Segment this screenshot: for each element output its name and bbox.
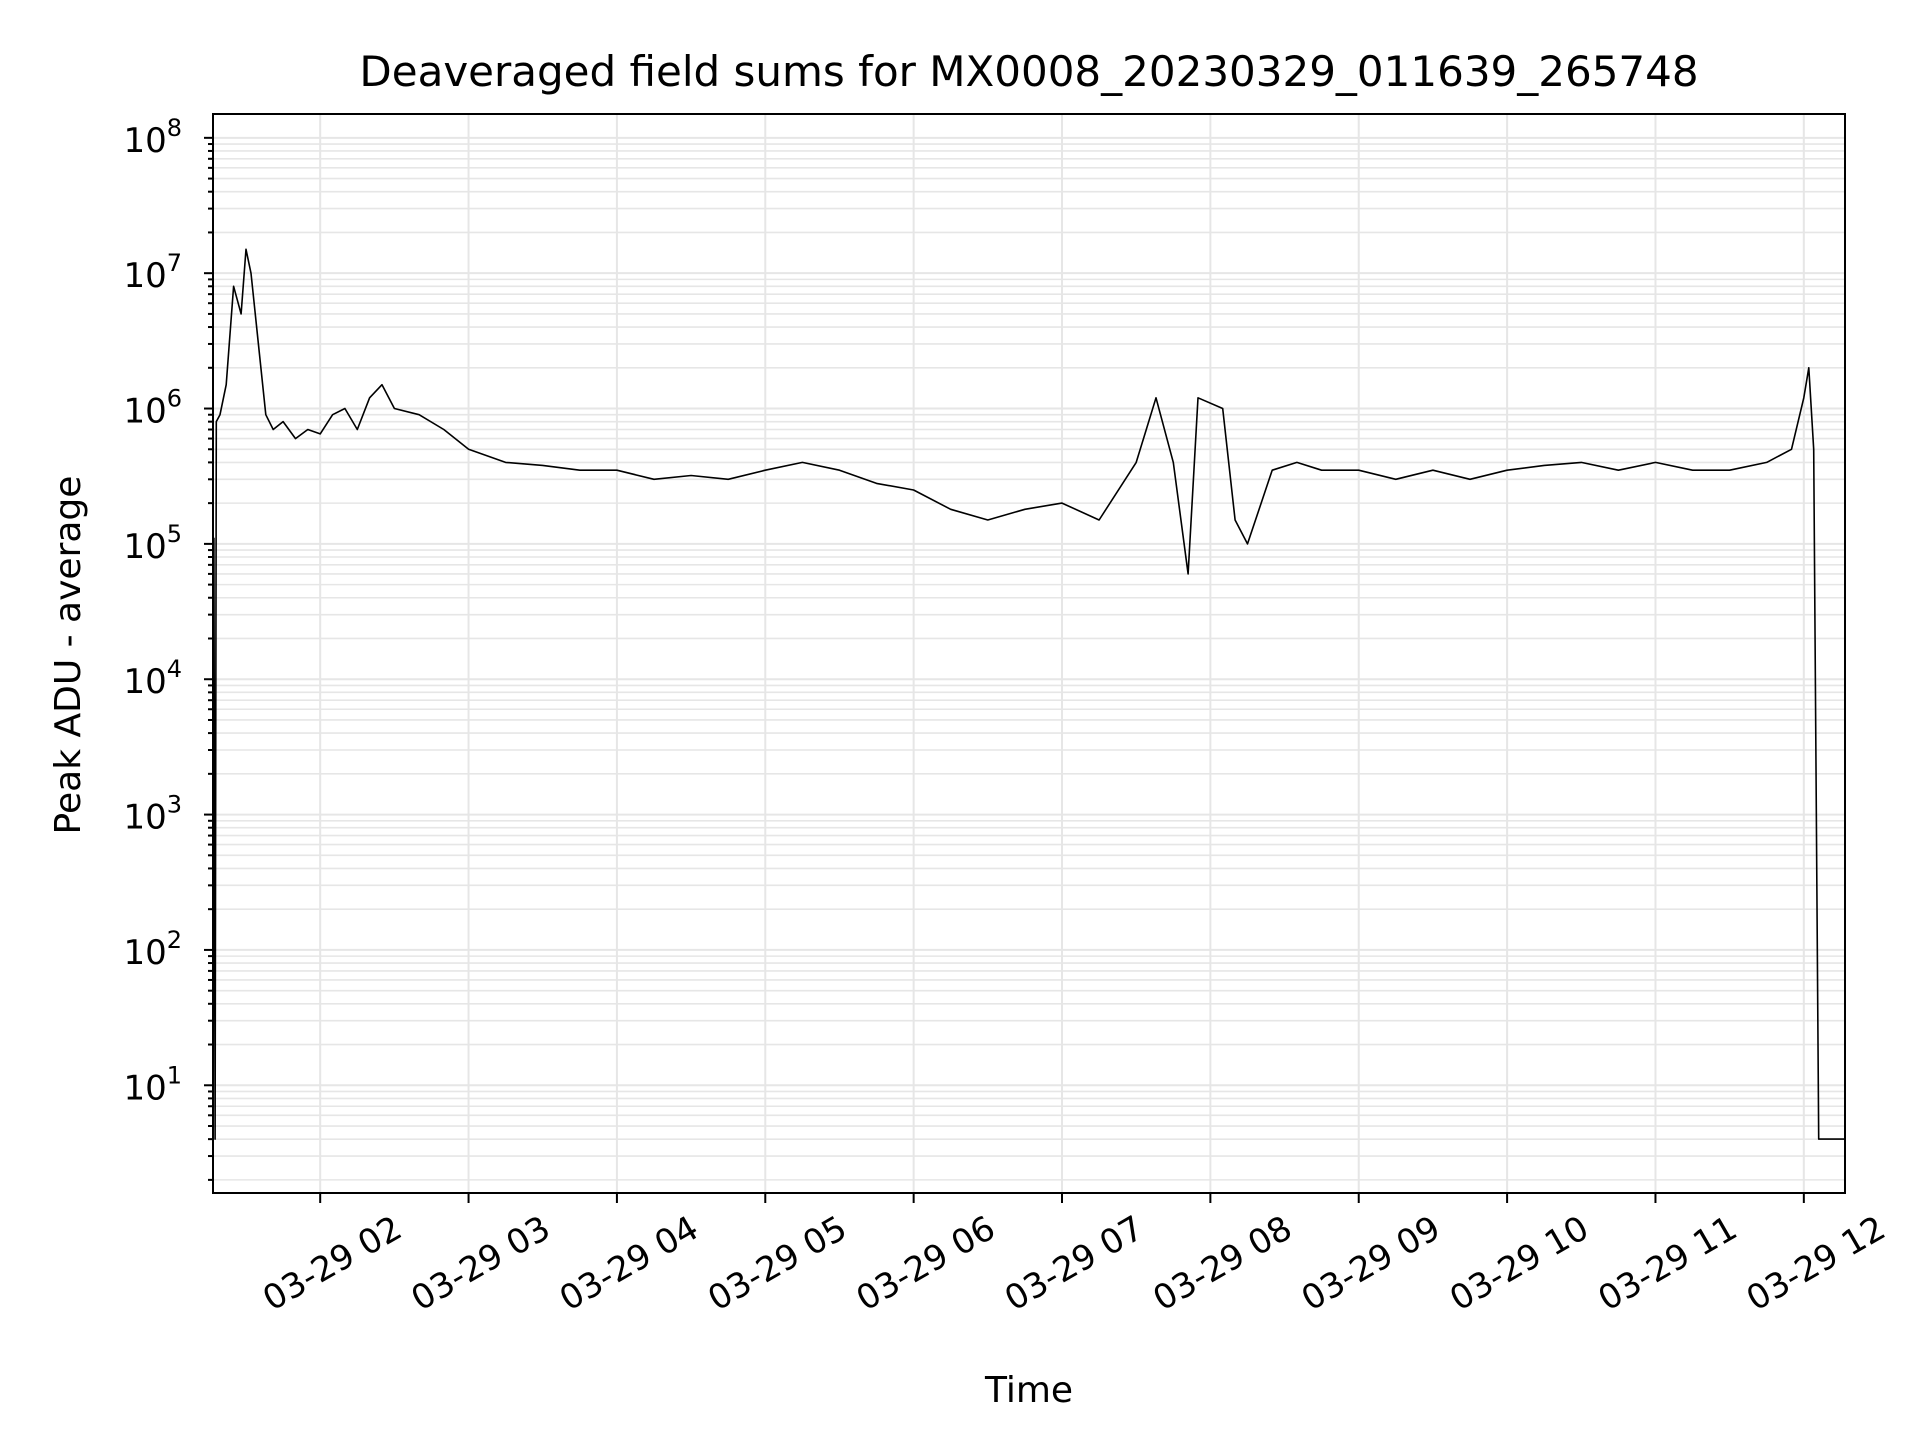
x-tick-label: 03-29 10 xyxy=(1443,1208,1595,1319)
x-tick-label: 03-29 03 xyxy=(405,1208,557,1319)
x-tick-label: 03-29 07 xyxy=(998,1208,1150,1319)
x-tick-label: 03-29 12 xyxy=(1740,1208,1892,1319)
y-tick-label: 103 xyxy=(123,791,182,838)
y-tick-label: 107 xyxy=(123,249,182,296)
y-axis-label: Peak ADU - average xyxy=(48,476,89,835)
series-line xyxy=(212,248,1845,1194)
y-tick-label: 101 xyxy=(123,1061,182,1108)
x-tick-label: 03-29 06 xyxy=(850,1208,1002,1319)
y-tick-label: 106 xyxy=(123,385,182,432)
x-tick-label: 03-29 02 xyxy=(256,1208,408,1319)
x-axis-label: Time xyxy=(984,1370,1073,1411)
x-tick-label: 03-29 08 xyxy=(1146,1208,1298,1319)
y-tick-label: 102 xyxy=(123,926,182,973)
plot-frame xyxy=(212,113,1846,1194)
x-tick-label: 03-29 05 xyxy=(701,1208,853,1319)
y-tick-label: 108 xyxy=(123,114,182,161)
grid-layer xyxy=(213,114,1845,1193)
series-layer xyxy=(212,248,1845,1194)
y-tick-label: 105 xyxy=(123,520,182,567)
y-tick-label: 104 xyxy=(123,655,182,702)
x-tick-label: 03-29 04 xyxy=(553,1208,705,1319)
x-tick-label: 03-29 09 xyxy=(1295,1208,1447,1319)
chart-title: Deaveraged field sums for MX0008_2023032… xyxy=(359,47,1698,96)
x-tick-label: 03-29 11 xyxy=(1592,1208,1744,1319)
